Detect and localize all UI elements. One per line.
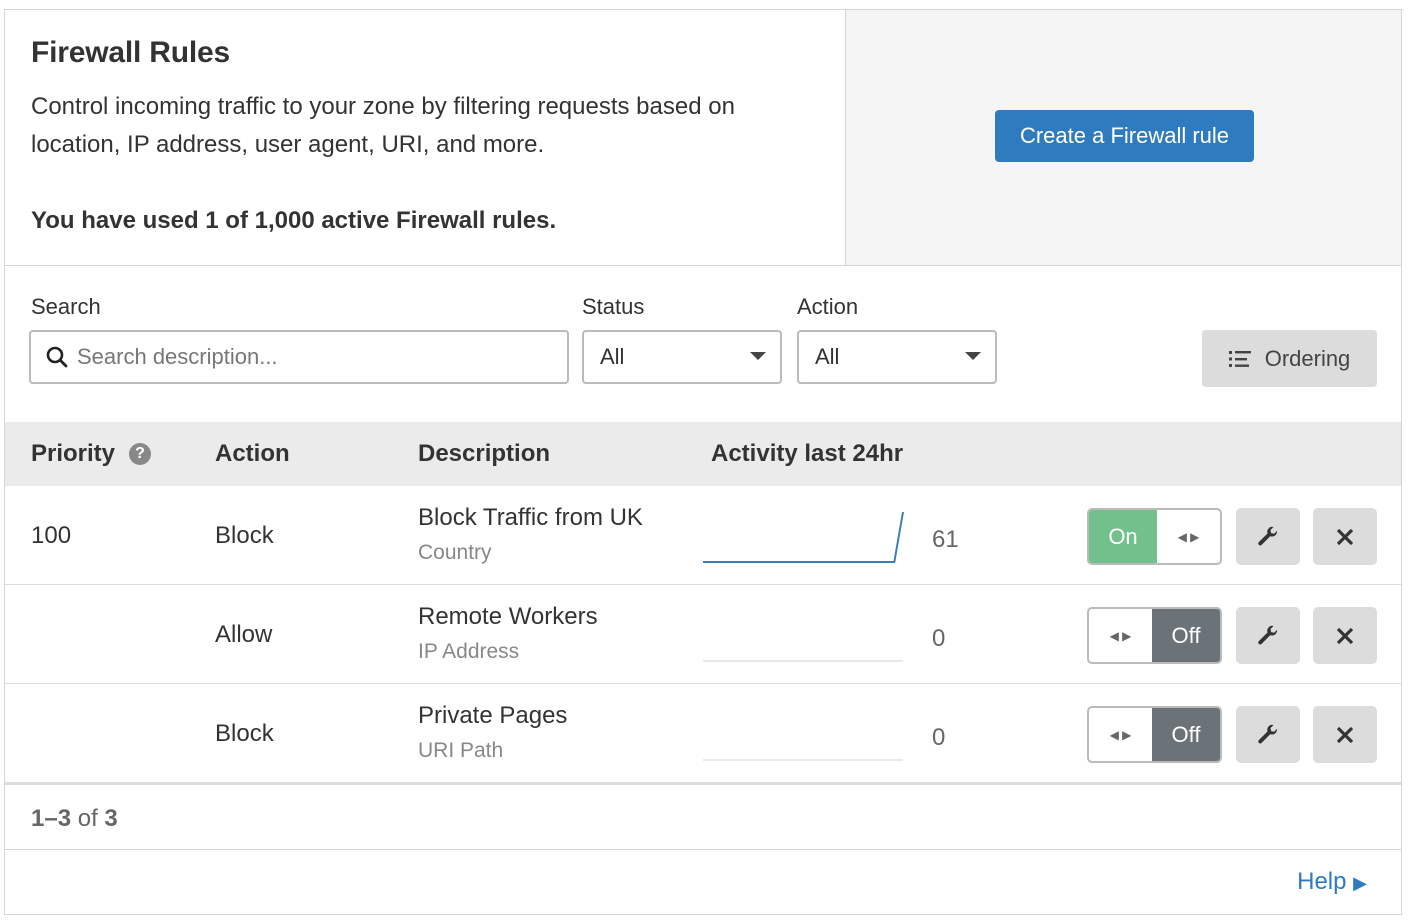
toggle-handle-icon: ◀ ▶ [1089,609,1152,662]
toggle-handle-icon: ◀ ▶ [1089,708,1152,761]
ordering-label: Ordering [1264,345,1351,371]
search-input[interactable]: Search description... [29,330,569,384]
toggle-on-label: On [1089,510,1157,563]
help-link[interactable]: Help ▶ [1297,868,1367,896]
table-header: Priority? Action Description Activity la… [5,422,1401,486]
help-label: Help [1297,868,1347,895]
sparkline-series [703,511,904,563]
chevron-down-icon [965,352,981,360]
create-rule-button[interactable]: Create a Firewall rule [995,110,1254,162]
rule-enabled-toggle[interactable]: ◀ ▶ Off [1087,607,1222,664]
search-placeholder: Search description... [77,344,278,369]
rule-type: URI Path [418,739,504,762]
wrench-icon [1258,625,1278,644]
wrench-icon [1258,724,1278,743]
rule-action: Block [215,522,274,549]
pagination-range: 1–3 [31,805,72,832]
column-description: Description [418,440,551,467]
header-section: Firewall Rules Control incoming traffic … [5,10,1401,266]
table-row: Block Private Pages URI Path 0 ◀ ▶ Off [5,684,1401,783]
column-priority[interactable]: Priority? [31,440,152,468]
rule-priority: 100 [31,522,72,549]
rule-enabled-toggle[interactable]: ◀ ▶ Off [1087,706,1222,763]
delete-button[interactable] [1313,706,1377,763]
edit-button[interactable] [1236,607,1300,664]
status-value: All [600,344,625,369]
page-title: Firewall Rules [31,36,230,69]
activity-count: 0 [932,625,946,652]
rule-action: Allow [215,621,273,648]
pagination-of: of [77,805,98,832]
activity-count: 0 [932,724,946,751]
activity-sparkline [703,759,903,761]
toggle-off-label: Off [1152,609,1220,662]
search-icon [46,346,68,368]
chevron-down-icon [750,352,766,360]
close-icon [1336,627,1354,644]
status-label: Status [582,294,645,319]
intro: Firewall Rules Control incoming traffic … [5,10,845,265]
usage-text: You have used 1 of 1,000 active Firewall… [31,207,557,234]
close-icon [1336,528,1354,545]
caret-right-icon: ▶ [1353,873,1367,893]
activity-sparkline [703,511,904,563]
table-row: Allow Remote Workers IP Address 0 ◀ ▶ Off [5,585,1401,684]
close-icon [1336,726,1354,743]
rule-enabled-toggle[interactable]: On ◀ ▶ [1087,508,1222,565]
pagination-total: 3 [104,805,118,832]
status-select[interactable]: All [582,330,782,384]
rule-action: Block [215,720,274,747]
action-select[interactable]: All [797,330,997,384]
rule-type: Country [418,541,492,564]
column-action: Action [215,440,290,467]
rule-description[interactable]: Private Pages [418,702,568,729]
column-activity: Activity last 24hr [711,440,904,467]
activity-count: 61 [932,526,959,553]
create-panel: Create a Firewall rule [845,10,1401,265]
edit-button[interactable] [1236,706,1300,763]
ordering-button[interactable]: Ordering [1202,330,1377,387]
help-icon[interactable]: ? [129,443,152,465]
pagination: 1–3 of 3 [5,783,1401,850]
delete-button[interactable] [1313,607,1377,664]
action-value: All [815,344,840,369]
firewall-rules-card: Firewall Rules Control incoming traffic … [4,9,1402,915]
toggle-off-label: Off [1152,708,1220,761]
wrench-icon [1258,526,1278,545]
edit-button[interactable] [1236,508,1300,565]
search-label: Search [31,294,101,319]
table-row: 100 Block Block Traffic from UK Country … [5,486,1401,585]
column-priority-label: Priority [31,440,116,467]
list-icon [1228,350,1251,367]
page-description: Control incoming traffic to your zone by… [31,93,735,158]
activity-sparkline [703,660,903,662]
toggle-handle-icon: ◀ ▶ [1157,510,1220,563]
delete-button[interactable] [1313,508,1377,565]
rule-description[interactable]: Block Traffic from UK [418,504,643,531]
rule-description[interactable]: Remote Workers [418,603,598,630]
action-label: Action [797,294,859,319]
rule-type: IP Address [418,640,520,663]
